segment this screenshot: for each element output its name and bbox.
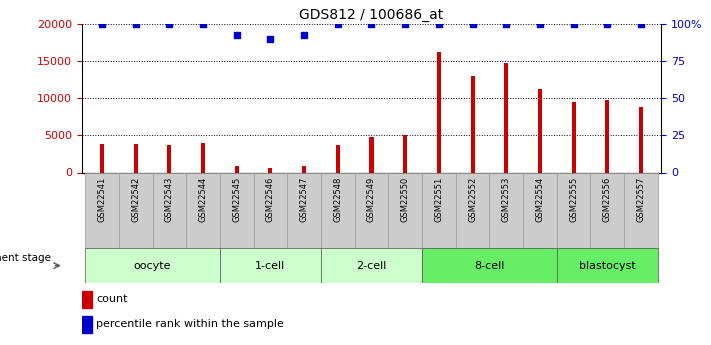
Bar [456,172,489,248]
Bar [355,172,388,248]
Bar [100,144,104,172]
Bar [471,76,474,172]
Point [231,32,242,37]
Text: GSM22545: GSM22545 [232,176,241,221]
Bar [388,172,422,248]
Bar [422,248,557,283]
Point [130,21,141,27]
Text: GSM22557: GSM22557 [636,176,646,222]
Bar [624,172,658,248]
Point [264,36,276,42]
Bar [523,172,557,248]
Point [96,21,107,27]
Text: 2-cell: 2-cell [356,261,387,270]
Text: GSM22551: GSM22551 [434,176,444,221]
Bar [557,172,590,248]
Point [299,32,310,37]
Text: GSM22542: GSM22542 [131,176,140,221]
Bar [504,63,508,172]
Text: GSM22556: GSM22556 [603,176,612,222]
Text: percentile rank within the sample: percentile rank within the sample [96,319,284,329]
Bar [590,172,624,248]
Text: GSM22547: GSM22547 [299,176,309,222]
Title: GDS812 / 100686_at: GDS812 / 100686_at [299,8,444,22]
Point [198,21,209,27]
Bar [639,107,643,172]
Point [400,21,411,27]
Bar [85,248,220,283]
Text: GSM22554: GSM22554 [535,176,545,221]
Bar [302,166,306,172]
Bar [287,172,321,248]
Text: GSM22546: GSM22546 [266,176,275,222]
Point [501,21,512,27]
Text: 8-cell: 8-cell [474,261,505,270]
Text: 1-cell: 1-cell [255,261,286,270]
Bar [489,172,523,248]
Point [602,21,613,27]
Point [164,21,175,27]
Bar [235,166,239,172]
Point [332,21,343,27]
Bar [269,168,272,172]
Text: GSM22553: GSM22553 [502,176,510,222]
Bar [134,144,138,172]
Bar [321,248,422,283]
Bar [437,52,441,172]
Text: count: count [96,295,128,304]
Point [636,21,647,27]
Point [568,21,579,27]
Text: GSM22544: GSM22544 [198,176,208,221]
Bar [254,172,287,248]
Point [534,21,545,27]
Text: GSM22552: GSM22552 [468,176,477,221]
Bar [82,316,92,333]
Point [433,21,444,27]
Text: blastocyst: blastocyst [579,261,636,270]
Bar [153,172,186,248]
Bar [557,248,658,283]
Bar [85,172,119,248]
Bar [403,135,407,172]
Bar [336,145,340,172]
Bar [538,89,542,172]
Bar [82,291,92,308]
Text: GSM22555: GSM22555 [569,176,578,221]
Bar [220,248,321,283]
Bar [201,143,205,172]
Point [467,21,479,27]
Text: GSM22550: GSM22550 [401,176,410,221]
Bar [605,100,609,172]
Text: development stage: development stage [0,253,50,263]
Bar [220,172,254,248]
Text: GSM22541: GSM22541 [97,176,107,221]
Bar [572,102,576,172]
Text: GSM22543: GSM22543 [165,176,174,222]
Bar [186,172,220,248]
Bar [119,172,153,248]
Bar [167,145,171,172]
Bar [422,172,456,248]
Point [365,21,377,27]
Bar [370,137,373,172]
Text: oocyte: oocyte [134,261,171,270]
Text: GSM22548: GSM22548 [333,176,342,222]
Bar [321,172,355,248]
Text: GSM22549: GSM22549 [367,176,376,221]
